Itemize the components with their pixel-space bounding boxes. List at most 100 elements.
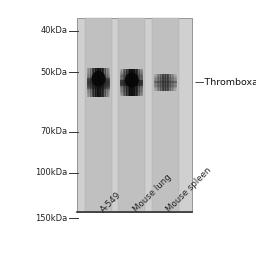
Bar bbox=[87, 69, 110, 70]
Bar bbox=[120, 72, 143, 74]
Bar bbox=[121, 69, 122, 96]
Bar bbox=[176, 74, 177, 91]
Bar bbox=[163, 74, 164, 91]
Bar bbox=[120, 70, 143, 71]
Bar bbox=[120, 79, 143, 81]
Bar bbox=[102, 68, 103, 97]
Bar bbox=[87, 89, 110, 90]
Bar bbox=[105, 68, 106, 97]
Bar bbox=[91, 68, 92, 97]
Bar bbox=[87, 85, 110, 87]
Bar bbox=[88, 68, 89, 97]
Bar bbox=[133, 69, 134, 96]
Bar bbox=[154, 77, 177, 78]
Bar bbox=[87, 95, 110, 96]
Bar bbox=[120, 82, 143, 84]
Bar bbox=[87, 73, 110, 74]
Bar bbox=[120, 73, 143, 75]
Bar bbox=[87, 68, 88, 97]
Bar bbox=[87, 81, 110, 83]
Bar bbox=[120, 92, 143, 94]
Bar bbox=[120, 86, 143, 87]
Bar bbox=[130, 69, 131, 96]
Bar bbox=[87, 94, 110, 95]
Bar bbox=[154, 78, 177, 79]
Bar bbox=[158, 74, 159, 91]
Bar bbox=[87, 70, 110, 71]
Bar bbox=[154, 86, 177, 87]
Bar bbox=[90, 68, 91, 97]
Bar bbox=[87, 95, 110, 97]
Bar bbox=[174, 74, 175, 91]
Bar bbox=[77, 18, 192, 212]
Bar bbox=[120, 93, 143, 95]
Bar bbox=[106, 68, 107, 97]
Text: 40kDa: 40kDa bbox=[41, 27, 68, 35]
Bar bbox=[95, 68, 96, 97]
Bar bbox=[101, 68, 102, 97]
Bar bbox=[120, 90, 143, 92]
Bar bbox=[120, 69, 121, 96]
Bar bbox=[154, 75, 177, 76]
Bar bbox=[97, 68, 98, 97]
Bar bbox=[106, 68, 107, 97]
Bar bbox=[87, 92, 110, 93]
Bar bbox=[157, 74, 158, 91]
Bar bbox=[166, 74, 167, 91]
Bar bbox=[170, 74, 171, 91]
Text: A-549: A-549 bbox=[99, 190, 123, 214]
Bar bbox=[175, 74, 176, 91]
Bar bbox=[120, 74, 143, 76]
Bar bbox=[128, 69, 129, 96]
Bar bbox=[87, 90, 110, 91]
Text: 70kDa: 70kDa bbox=[41, 127, 68, 136]
Bar bbox=[120, 91, 143, 93]
Bar bbox=[154, 84, 177, 85]
Bar bbox=[154, 89, 177, 90]
Bar bbox=[87, 72, 110, 73]
Bar bbox=[136, 69, 137, 96]
Ellipse shape bbox=[92, 71, 106, 86]
Bar bbox=[87, 79, 110, 81]
Bar bbox=[104, 68, 105, 97]
Bar bbox=[120, 75, 143, 77]
Bar bbox=[120, 87, 143, 88]
Bar bbox=[107, 68, 108, 97]
Bar bbox=[154, 82, 177, 83]
Bar bbox=[127, 69, 128, 96]
Bar bbox=[121, 69, 122, 96]
Text: 150kDa: 150kDa bbox=[36, 214, 68, 222]
Bar bbox=[158, 74, 159, 91]
Bar bbox=[155, 74, 156, 91]
Bar bbox=[137, 69, 138, 96]
Bar bbox=[141, 69, 142, 96]
Bar bbox=[134, 69, 135, 96]
Text: Mouse lung: Mouse lung bbox=[132, 173, 173, 214]
Bar bbox=[154, 76, 177, 77]
Bar bbox=[154, 87, 177, 88]
Bar bbox=[122, 69, 123, 96]
Bar bbox=[162, 74, 163, 91]
Bar bbox=[154, 74, 155, 91]
Bar bbox=[103, 68, 104, 97]
Bar bbox=[168, 74, 169, 91]
Bar bbox=[154, 82, 177, 83]
Bar bbox=[118, 18, 145, 212]
Bar bbox=[128, 69, 129, 96]
Bar bbox=[109, 68, 110, 97]
Bar bbox=[94, 68, 95, 97]
Bar bbox=[140, 69, 141, 96]
Bar bbox=[100, 68, 101, 97]
Bar bbox=[152, 18, 179, 212]
Bar bbox=[165, 74, 166, 91]
Bar bbox=[139, 69, 140, 96]
Bar bbox=[154, 86, 177, 87]
Bar bbox=[87, 68, 110, 70]
Bar bbox=[167, 74, 168, 91]
Bar bbox=[120, 88, 143, 90]
Bar bbox=[120, 84, 143, 86]
Bar bbox=[120, 83, 143, 85]
Bar bbox=[120, 85, 143, 86]
Bar bbox=[85, 18, 112, 212]
Bar bbox=[87, 78, 110, 79]
